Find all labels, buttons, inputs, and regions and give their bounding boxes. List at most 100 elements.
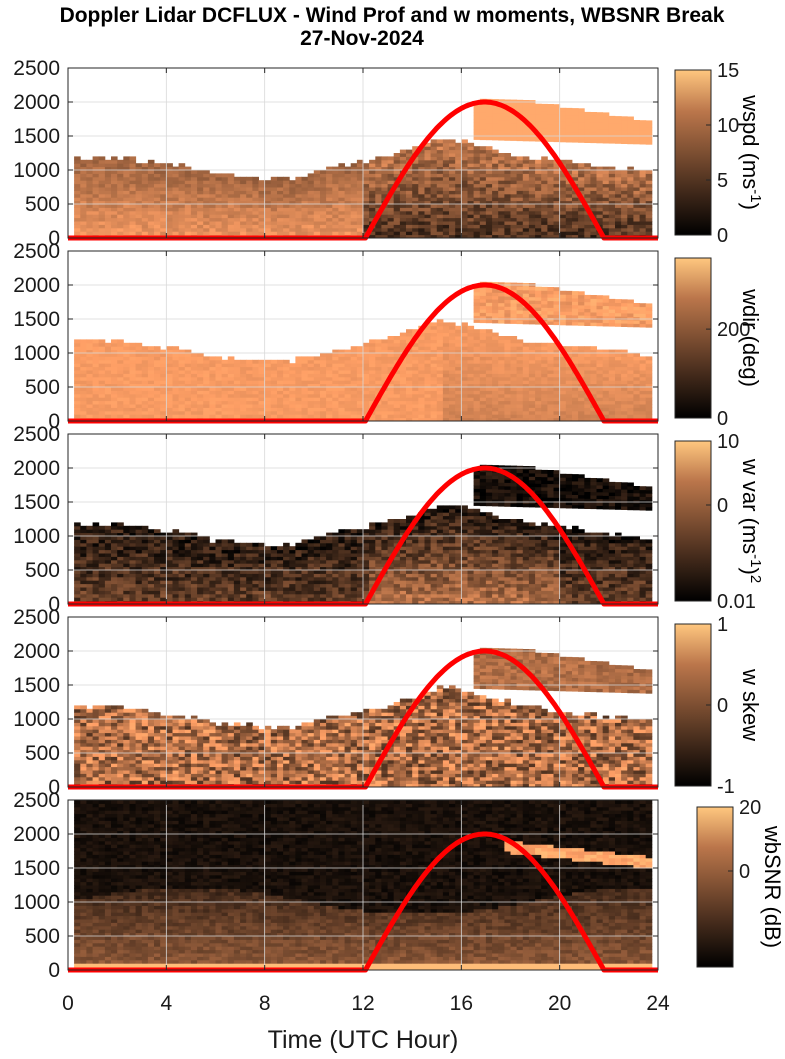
heatmap-cell [541,407,548,412]
heatmap-cell [498,112,505,117]
heatmap-cell [344,359,352,364]
heatmap-cell [535,173,542,178]
heatmap-cell [129,190,137,195]
heatmap-cell [104,173,112,178]
heatmap-cell [572,121,579,126]
heatmap-cell [356,397,364,402]
heatmap-cell [381,210,388,215]
heatmap-cell [535,127,542,132]
heatmap-cell [313,404,321,408]
heatmap-cell [633,221,640,225]
heatmap-cell [578,231,585,236]
heatmap-cell [283,376,290,381]
heatmap-cell [92,366,100,371]
heatmap-cell [504,193,511,198]
heatmap-cell [178,370,186,374]
heatmap-cell [117,339,124,344]
heatmap-cell [504,159,511,164]
heatmap-cell [332,359,339,364]
heatmap-cell [473,414,481,419]
heatmap-cell [590,180,597,185]
heatmap-cell [639,170,647,174]
heatmap-cell [399,227,407,232]
heatmap-cell [436,176,444,181]
heatmap-cell [356,393,364,398]
heatmap-cell [485,370,493,374]
heatmap-cell [412,407,419,412]
heatmap-cell [326,180,333,185]
heatmap-cell [283,397,290,402]
heatmap-cell [510,120,518,124]
heatmap-cell [504,316,511,321]
heatmap-cell [479,288,487,293]
heatmap-cell [442,170,450,174]
heatmap-cell [406,336,413,340]
heatmap-cell [510,166,518,171]
heatmap-cell [117,224,124,229]
heatmap-cell [547,342,554,347]
heatmap-cell [590,295,597,299]
heatmap-cell [436,187,444,191]
heatmap-cell [565,114,573,119]
heatmap-cell [467,383,475,388]
heatmap-cell [166,407,173,412]
heatmap-cell [541,297,548,301]
heatmap-cell [584,404,591,408]
heatmap-cell [399,387,407,391]
heatmap-cell [221,224,229,229]
heatmap-cell [147,187,155,191]
heatmap-cell [442,200,450,205]
heatmap-cell [627,366,634,371]
heatmap-cell [86,546,93,551]
heatmap-cell [74,180,81,185]
heatmap-cell [436,400,444,405]
heatmap-cell [436,190,444,195]
heatmap-cell [406,397,413,402]
heatmap-cell [246,180,253,185]
heatmap-cell [166,166,173,171]
heatmap-cell [332,356,339,361]
heatmap-cell [320,200,327,205]
heatmap-cell [344,370,352,374]
heatmap-cell [301,414,309,419]
heatmap-cell [565,290,573,295]
heatmap-cell [111,407,118,412]
heatmap-cell [455,407,462,412]
heatmap-cell [375,159,382,164]
heatmap-cell [498,227,505,232]
heatmap-cell [492,112,499,117]
heatmap-cell [80,576,87,581]
heatmap-cell [430,383,438,388]
heatmap-cell [498,393,505,398]
heatmap-cell [547,310,554,315]
heatmap-cell [455,397,462,402]
heatmap-cell [350,176,358,181]
heatmap-cell [221,200,229,205]
heatmap-cell [553,400,561,405]
heatmap-cell [578,356,585,361]
heatmap-cell [154,214,161,219]
heatmap-cell [307,197,315,202]
heatmap-cell [277,387,284,391]
heatmap-cell [492,410,499,415]
heatmap-cell [406,400,413,405]
heatmap-cell [166,173,173,178]
heatmap-cell [338,163,345,168]
heatmap-cell [516,231,524,236]
heatmap-cell [449,322,456,327]
heatmap-cell [590,298,597,303]
heatmap-cell [74,593,81,598]
heatmap-cell [393,190,401,195]
heatmap-cell [283,393,290,398]
heatmap-cell [504,156,511,161]
heatmap-cell [442,146,450,151]
heatmap-cell [381,390,388,395]
heatmap-cell [184,376,192,381]
heatmap-cell [184,217,192,222]
heatmap-cell [627,217,634,222]
heatmap-cell [363,407,370,412]
heatmap-cell [141,353,149,357]
heatmap-cell [584,397,591,402]
heatmap-cell [559,380,567,385]
heatmap-cell [277,359,284,364]
